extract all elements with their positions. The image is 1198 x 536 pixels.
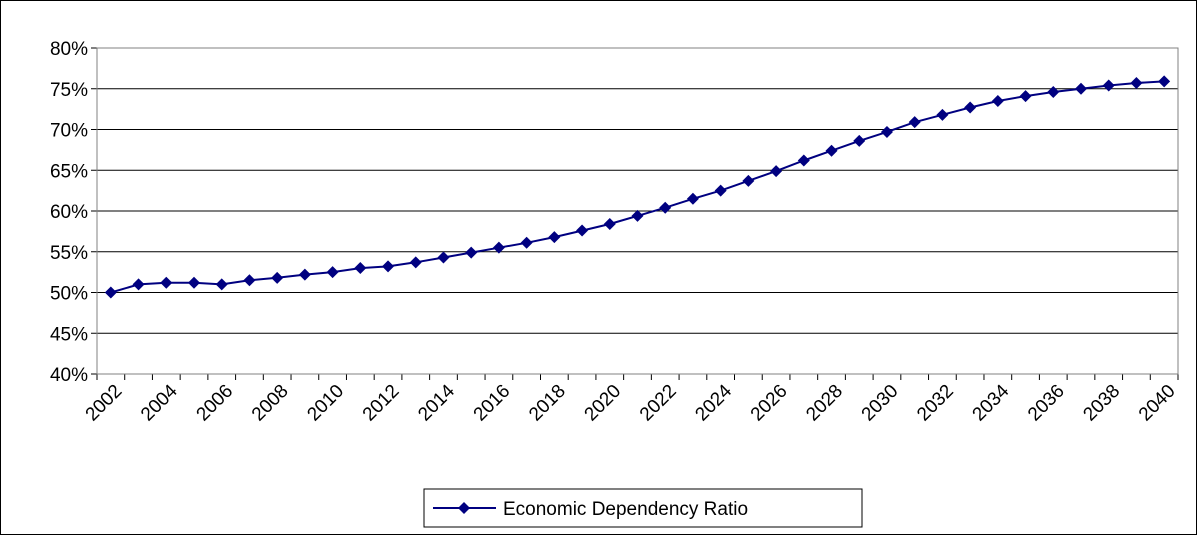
x-tick-label: 2016 (470, 381, 515, 426)
y-tick-label: 40% (50, 365, 88, 386)
data-point-marker (492, 241, 505, 254)
x-tick-label: 2038 (1079, 381, 1124, 426)
x-tick-label: 2024 (691, 380, 736, 425)
y-axis-ticks: 40% 45% 50% 55% 60% 65% 70% 75% 80% (50, 39, 97, 386)
data-point-marker (714, 184, 727, 197)
data-point-marker (880, 125, 893, 138)
data-point-marker (991, 94, 1004, 107)
data-point-marker (631, 209, 644, 222)
y-tick-label: 65% (50, 161, 88, 182)
y-tick-label: 45% (50, 324, 88, 345)
data-point-marker (271, 271, 284, 284)
y-tick-label: 55% (50, 243, 88, 264)
x-tick-label: 2028 (802, 381, 847, 426)
data-point-marker (188, 276, 201, 289)
data-point-marker (243, 274, 256, 287)
data-point-marker (409, 256, 422, 269)
x-tick-label: 2020 (581, 381, 626, 426)
legend-label: Economic Dependency Ratio (503, 499, 748, 520)
x-tick-label: 2036 (1024, 381, 1069, 426)
y-tick-label: 80% (50, 39, 88, 60)
data-point-marker (465, 246, 478, 259)
series-layer (104, 75, 1171, 299)
data-point-marker (354, 262, 367, 275)
data-point-marker (215, 278, 228, 291)
data-point-marker (1047, 86, 1060, 99)
x-axis-ticks: 2002 2004 2006 2008 2010 2012 2014 2016 2018 2020… (82, 374, 1180, 425)
x-tick-label: 2006 (193, 381, 238, 426)
data-point-marker (576, 224, 589, 237)
x-tick-label: 2012 (359, 381, 404, 426)
legend-box (423, 488, 863, 528)
data-point-marker (132, 278, 145, 291)
data-point-marker (742, 174, 755, 187)
legend: Economic Dependency Ratio (423, 488, 863, 528)
x-tick-label: 2004 (137, 380, 182, 425)
x-tick-label: 2030 (858, 381, 903, 426)
x-tick-label: 2010 (303, 381, 348, 426)
x-tick-label: 2002 (82, 381, 127, 426)
data-point-marker (326, 266, 339, 279)
data-point-marker (825, 144, 838, 157)
x-tick-label: 2022 (636, 381, 681, 426)
x-tick-label: 2026 (747, 381, 792, 426)
data-point-marker (936, 108, 949, 121)
plot-area (96, 47, 1179, 375)
data-point-marker (603, 218, 616, 231)
data-point-marker (437, 251, 450, 264)
legend-diamond-marker (458, 502, 470, 514)
y-tick-label: 60% (50, 202, 88, 223)
data-point-marker (659, 201, 672, 214)
data-point-marker (770, 165, 783, 178)
series-line (110, 80, 1165, 294)
y-tick-label: 50% (50, 284, 88, 305)
data-point-marker (298, 268, 311, 281)
data-point-marker (1130, 77, 1143, 90)
data-point-marker (382, 260, 395, 273)
data-point-marker (686, 192, 699, 205)
x-tick-label: 2014 (414, 380, 459, 425)
data-point-marker (1074, 82, 1087, 95)
data-point-marker (160, 276, 173, 289)
y-tick-label: 70% (50, 121, 88, 142)
data-point-marker (853, 134, 866, 147)
x-tick-label: 2032 (913, 381, 958, 426)
x-tick-label: 2018 (525, 381, 570, 426)
data-point-marker (104, 286, 117, 299)
x-tick-label: 2034 (969, 380, 1014, 425)
data-point-marker (1102, 79, 1115, 92)
data-point-marker (1019, 90, 1032, 103)
data-point-marker (964, 101, 977, 114)
x-tick-label: 2008 (248, 381, 293, 426)
data-point-marker (548, 231, 561, 244)
x-tick-label: 2040 (1135, 381, 1180, 426)
data-point-marker (520, 236, 533, 249)
data-point-marker (908, 116, 921, 129)
data-point-marker (797, 154, 810, 167)
y-tick-label: 75% (50, 80, 88, 101)
data-point-marker (1158, 75, 1171, 88)
